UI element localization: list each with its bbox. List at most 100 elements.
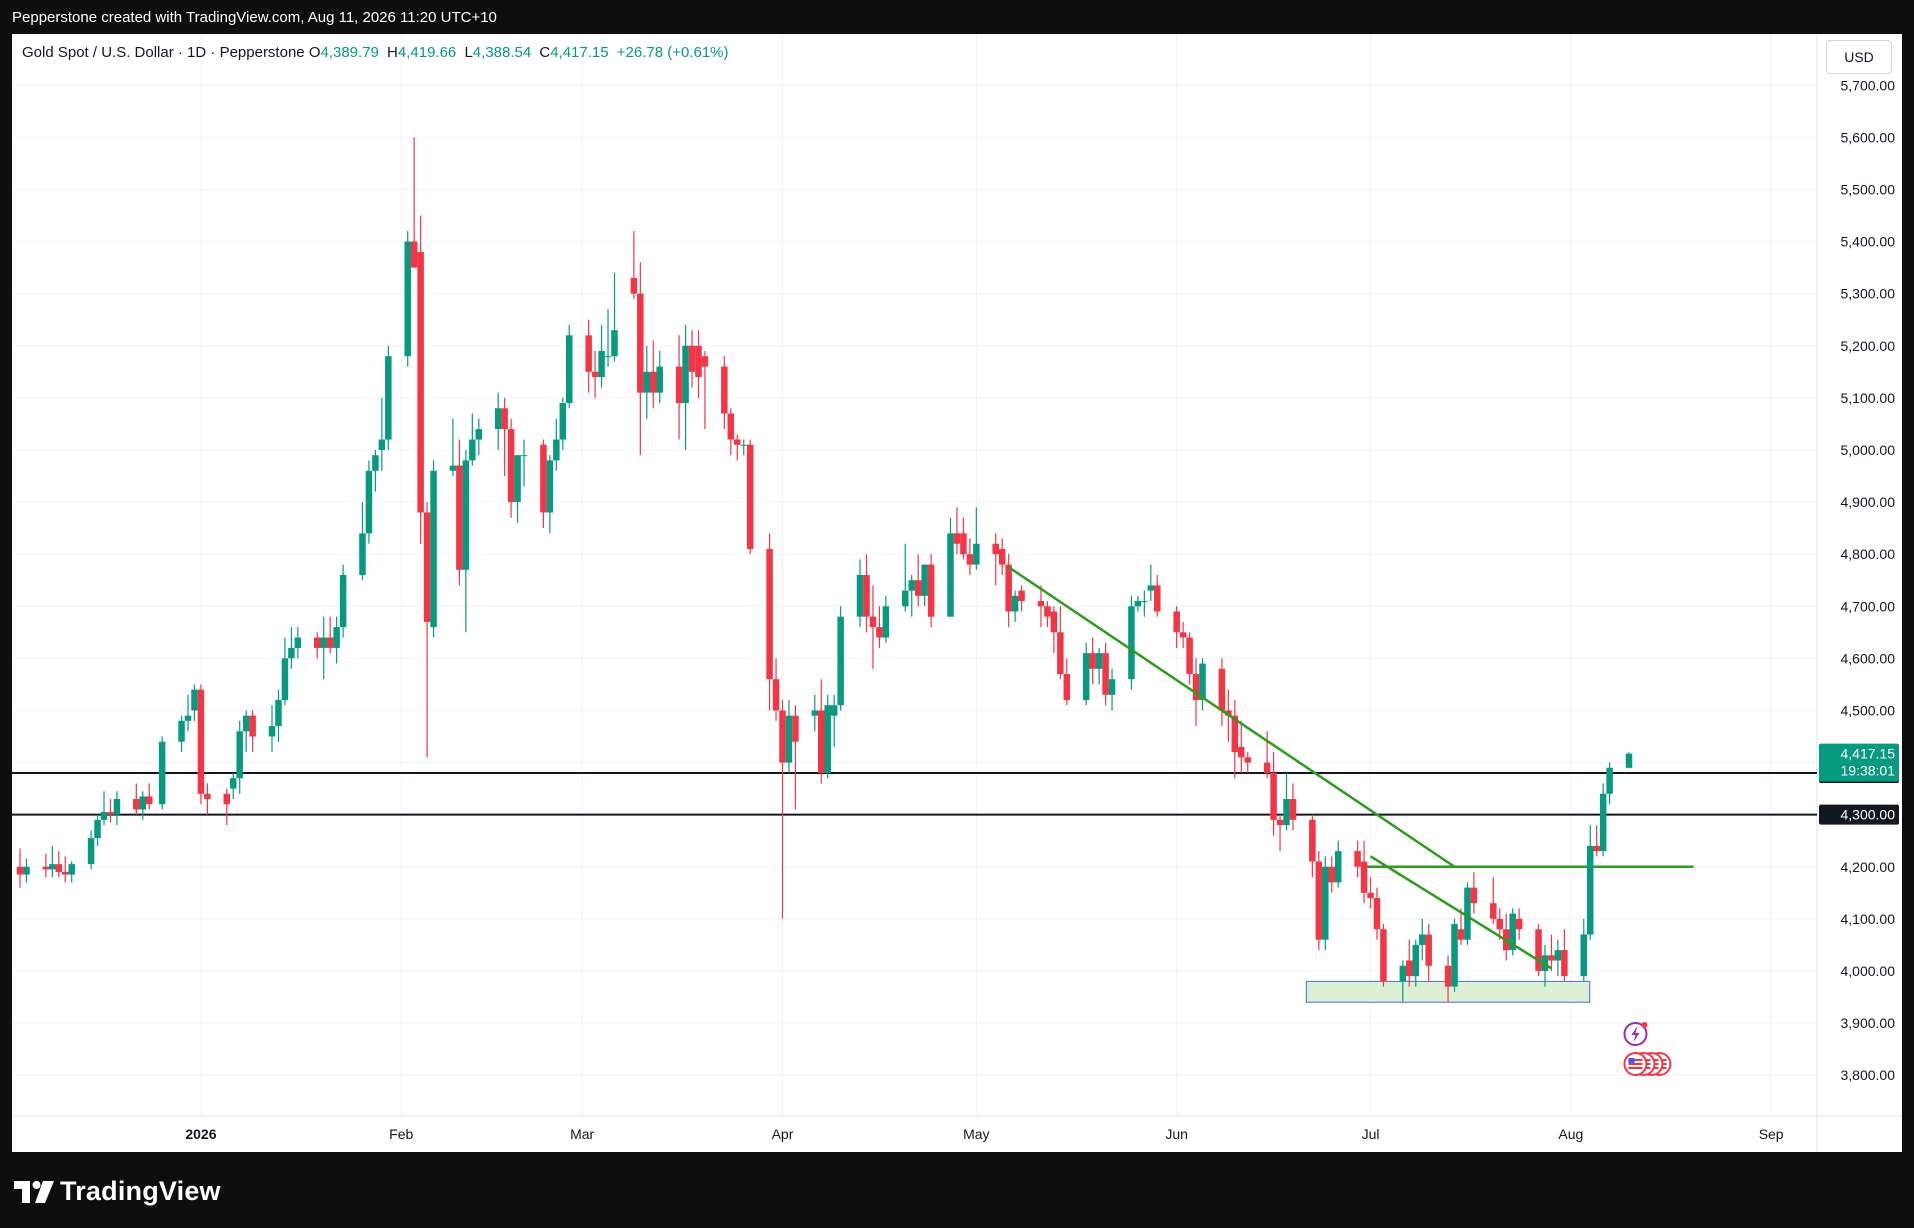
price-chart[interactable]: 3,800.00 3,900.00 4,000.00 4,100.00 4,200.00… bbox=[12, 34, 1902, 1152]
candle-body bbox=[824, 705, 831, 773]
chart-panel[interactable]: 3,800.00 3,900.00 4,000.00 4,100.00 4,200.00… bbox=[12, 34, 1902, 1152]
currency-button[interactable]: USD bbox=[1826, 40, 1892, 74]
candle-body bbox=[553, 439, 560, 461]
trendline bbox=[1007, 566, 1456, 868]
candle bbox=[423, 502, 431, 758]
candle-body bbox=[1263, 762, 1271, 773]
candle bbox=[1373, 887, 1381, 940]
x-tick-label: Aug bbox=[1558, 1126, 1583, 1142]
symbol-legend: Gold Spot / U.S. Dollar · 1D · Peppersto… bbox=[22, 44, 733, 61]
candle bbox=[184, 694, 192, 732]
candle bbox=[650, 340, 657, 409]
candle-body bbox=[1334, 851, 1342, 883]
candle-body bbox=[585, 335, 592, 372]
x-tick-label: Sep bbox=[1759, 1126, 1784, 1142]
candle-body bbox=[1154, 585, 1161, 612]
flag-canton bbox=[1628, 1058, 1635, 1063]
candle-body bbox=[1373, 898, 1381, 930]
candle-body bbox=[1192, 673, 1200, 701]
candle-body bbox=[1457, 929, 1465, 940]
candle-body bbox=[1270, 772, 1277, 820]
candle bbox=[1108, 668, 1116, 711]
candle-body bbox=[1276, 819, 1284, 826]
candle-body bbox=[1005, 564, 1012, 612]
candle bbox=[94, 814, 101, 846]
flag-stripe bbox=[1628, 1067, 1643, 1069]
candle-body bbox=[417, 251, 424, 513]
candle-body bbox=[133, 799, 140, 810]
y-tick-label: 4,200.00 bbox=[1841, 859, 1896, 875]
candle bbox=[1270, 752, 1277, 836]
candle bbox=[1289, 783, 1297, 831]
candle-body bbox=[1515, 918, 1523, 930]
candle-body bbox=[908, 580, 915, 591]
candle bbox=[449, 418, 457, 477]
candle bbox=[1418, 918, 1426, 961]
candle bbox=[16, 848, 24, 888]
candle bbox=[1134, 595, 1142, 612]
last-price-badge-bg bbox=[1819, 743, 1899, 782]
candle-body bbox=[275, 700, 282, 727]
candle bbox=[1599, 783, 1607, 857]
candle bbox=[133, 783, 140, 815]
candle-body bbox=[184, 715, 192, 721]
candle bbox=[1011, 590, 1019, 622]
candle-body bbox=[1050, 611, 1058, 633]
candle bbox=[1367, 877, 1374, 909]
y-tick-label: 5,100.00 bbox=[1841, 390, 1896, 406]
candle bbox=[1309, 814, 1316, 878]
candle bbox=[908, 575, 915, 617]
candle-body bbox=[430, 470, 437, 628]
candle-body bbox=[49, 864, 56, 870]
candle-body bbox=[423, 512, 431, 622]
tradingview-logo[interactable]: TradingView bbox=[14, 1176, 221, 1207]
candle bbox=[856, 559, 864, 628]
candle-body bbox=[675, 366, 683, 404]
price-level-badge: 4,300.00 bbox=[1819, 804, 1899, 825]
candle bbox=[42, 853, 50, 878]
candle bbox=[818, 679, 825, 784]
candle-body bbox=[1037, 601, 1045, 607]
candle-body bbox=[1218, 668, 1226, 711]
candle bbox=[927, 554, 935, 628]
candle-body bbox=[404, 241, 411, 357]
candle bbox=[869, 585, 877, 669]
candle-body bbox=[204, 793, 211, 800]
candle-body bbox=[688, 345, 696, 372]
candle-body bbox=[1535, 929, 1542, 971]
candle bbox=[1548, 934, 1555, 971]
candle-body bbox=[191, 689, 198, 711]
events-icon-group[interactable] bbox=[1623, 1022, 1672, 1076]
flag-stripe bbox=[1628, 1059, 1643, 1061]
candle bbox=[1276, 814, 1284, 852]
candle bbox=[410, 137, 418, 268]
candle bbox=[469, 413, 476, 466]
candle bbox=[604, 309, 612, 367]
candle bbox=[113, 791, 121, 826]
candle-body bbox=[288, 647, 295, 659]
candle bbox=[365, 460, 373, 544]
x-tick-label: 2026 bbox=[185, 1126, 216, 1142]
candle-body bbox=[1580, 934, 1588, 977]
candle bbox=[811, 694, 819, 732]
candle-body bbox=[966, 554, 974, 565]
candle bbox=[785, 700, 793, 773]
candle-body bbox=[365, 470, 373, 534]
candle bbox=[107, 799, 114, 823]
price-level-badge-bg bbox=[1819, 804, 1899, 825]
candle-body bbox=[766, 548, 773, 680]
candle-body bbox=[113, 799, 121, 815]
candle bbox=[61, 856, 69, 883]
candle bbox=[507, 418, 515, 518]
candle-body bbox=[992, 543, 999, 555]
candle bbox=[1186, 632, 1193, 685]
candle bbox=[1580, 918, 1588, 982]
candle bbox=[404, 231, 411, 367]
candle-body bbox=[1082, 653, 1090, 701]
candle bbox=[559, 397, 567, 450]
candle bbox=[281, 637, 289, 706]
candle-body bbox=[1283, 799, 1290, 826]
candle bbox=[456, 439, 463, 586]
candle bbox=[23, 858, 30, 883]
candle-body bbox=[856, 575, 864, 617]
